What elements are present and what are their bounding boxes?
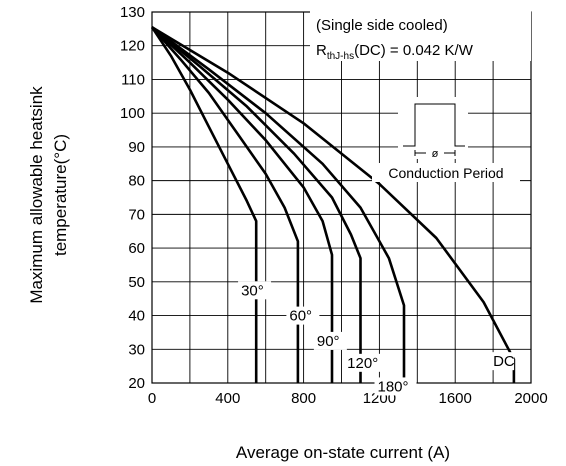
series-label-bg [344,353,387,372]
annotation-bg [310,11,531,61]
rth-prefix: R [316,42,327,59]
series-line-2 [151,26,334,383]
conduction-period-label: Conduction Period [388,165,503,181]
series-label: 120° [347,355,378,372]
y-tick-label: 20 [128,375,145,392]
y-tick-label: 110 [121,71,145,88]
series-line-3 [151,26,362,383]
x-axis-title: Average on-state current (A) [236,443,450,462]
y-tick-label: 70 [128,206,145,223]
x-tick-label: 2000 [514,390,547,407]
series-label: DC [493,353,515,370]
y-tick-label: 80 [128,173,145,190]
series-label-bg [238,281,272,300]
series-line-4 [151,26,406,383]
series-label: 90° [317,333,340,350]
pulse-waveform [403,103,465,147]
annotation-title: (Single side cooled) [316,17,448,34]
series-line-0 [150,26,258,383]
series-line-5 [151,26,516,383]
series-label-bg [286,306,320,325]
y-tick-label: 40 [128,308,145,325]
rth-suffix: (DC) = 0.042 K/W [354,42,474,59]
y-tick-label: 30 [128,341,145,358]
annotation-rth: RthJ-hs(DC) = 0.042 K/W [316,42,474,62]
y-axis-title-line2: temperature(°C) [51,134,70,256]
series-label-bg [374,377,417,396]
rth-subscript: thJ-hs [327,51,354,62]
y-axis-title-line1: Maximum allowable heatsink [27,86,46,304]
series-label: 180° [378,378,409,395]
series-label: 60° [289,308,312,325]
period-label-bg [372,163,520,182]
y-tick-label: 120 [120,38,145,55]
series-label-bg [490,352,515,371]
series-labels: 30° 60° 90° 120°180° DC [238,281,515,396]
x-tick-label: 1600 [439,390,472,407]
axis-ticks: 0 400 800 1200 1600 2000203040506070809010011… [120,4,548,407]
series-line-1 [151,26,300,383]
y-tick-label: 50 [128,274,145,291]
x-tick-label: 800 [291,390,316,407]
y-tick-label: 60 [128,240,145,257]
period-arrow [414,150,456,156]
series-label-bg [313,331,347,350]
annotation: (Single side cooled) RthJ-hs(DC) = 0.042… [310,11,531,182]
pulse-bg [398,97,468,159]
y-tick-label: 90 [128,139,145,156]
phi-symbol: ø [432,148,439,160]
x-tick-label: 0 [148,390,156,407]
y-tick-label: 130 [120,4,145,21]
x-tick-label: 400 [215,390,240,407]
grid [152,12,531,383]
y-tick-label: 100 [120,105,145,122]
series-lines [150,26,516,383]
series-label: 30° [241,282,264,299]
